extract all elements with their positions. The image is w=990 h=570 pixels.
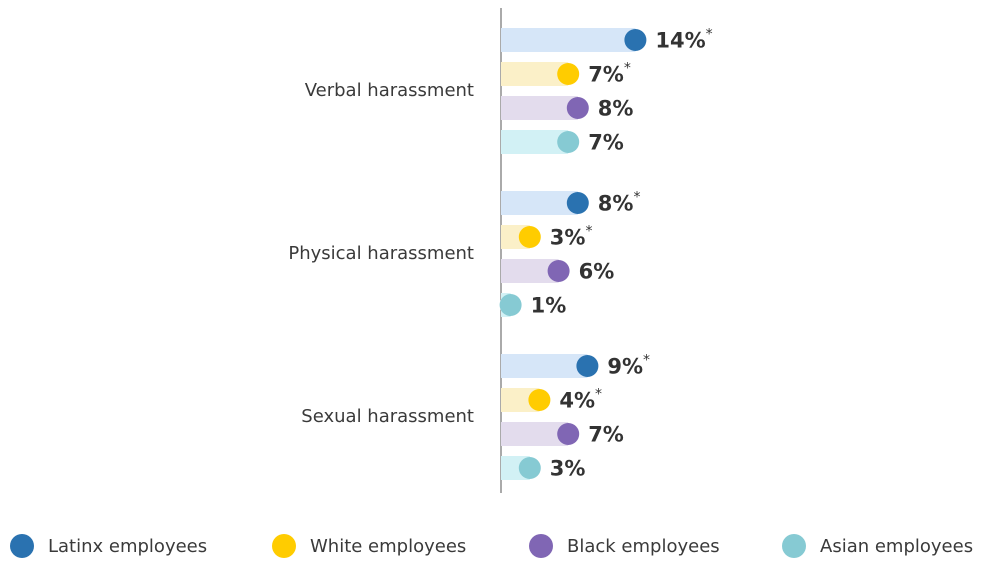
category-label: Physical harassment (288, 243, 474, 264)
significance-marker: * (633, 190, 640, 206)
bar-end-dot (576, 355, 599, 377)
value-label: 9%* (607, 353, 650, 379)
value-label: 8%* (598, 190, 641, 216)
bar-track (501, 130, 569, 154)
value-label: 7% (588, 423, 624, 447)
bar-end-dot (557, 423, 580, 445)
bar-track (501, 191, 578, 215)
legend-dot-icon (529, 534, 553, 558)
value-label: 7% (588, 131, 624, 155)
significance-marker: * (624, 61, 631, 77)
bar-track (501, 28, 636, 52)
value-label: 3%* (550, 224, 593, 250)
bar-track (501, 354, 588, 378)
legend-label: Black employees (567, 535, 720, 557)
value-label: 14%* (655, 27, 712, 53)
legend-item-latinx: Latinx employees (10, 534, 207, 558)
bar-end-dot (499, 294, 522, 316)
value-label: 4%* (559, 387, 602, 413)
bar-end-dot (528, 389, 551, 411)
legend-label: Latinx employees (48, 535, 208, 557)
bar-end-dot (518, 457, 541, 479)
legend-dot-icon (782, 534, 806, 558)
bar-end-dot (566, 192, 589, 214)
significance-marker: * (643, 353, 650, 369)
value-label: 8% (598, 97, 634, 121)
legend-label: White employees (310, 535, 467, 557)
value-label: 7%* (588, 61, 631, 87)
bar-end-dot (518, 226, 541, 248)
significance-marker: * (595, 387, 602, 403)
bar-end-dot (547, 260, 570, 282)
bar-track (501, 422, 569, 446)
legend-item-asian: Asian employees (782, 534, 973, 558)
bar-end-dot (624, 29, 647, 51)
legend-item-white: White employees (272, 534, 466, 558)
legend: Latinx employees White employees Black e… (0, 534, 990, 570)
significance-marker: * (585, 224, 592, 240)
value-label: 6% (579, 260, 615, 284)
legend-item-black: Black employees (529, 534, 720, 558)
category-label: Sexual harassment (301, 406, 474, 427)
significance-marker: * (706, 27, 713, 43)
bar-end-dot (557, 131, 580, 153)
category-label: Verbal harassment (305, 80, 474, 101)
legend-dot-icon (10, 534, 34, 558)
bar-end-dot (557, 63, 580, 85)
bar-track (501, 62, 569, 86)
value-label: 3% (550, 457, 586, 481)
bar-track (501, 96, 578, 120)
legend-label: Asian employees (820, 535, 974, 557)
bar-end-dot (566, 97, 589, 119)
legend-dot-icon (272, 534, 296, 558)
value-label: 1% (531, 294, 567, 318)
